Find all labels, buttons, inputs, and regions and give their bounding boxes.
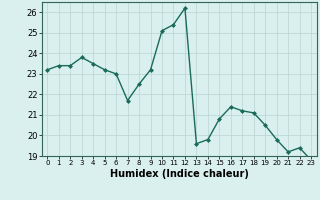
X-axis label: Humidex (Indice chaleur): Humidex (Indice chaleur) bbox=[110, 169, 249, 179]
